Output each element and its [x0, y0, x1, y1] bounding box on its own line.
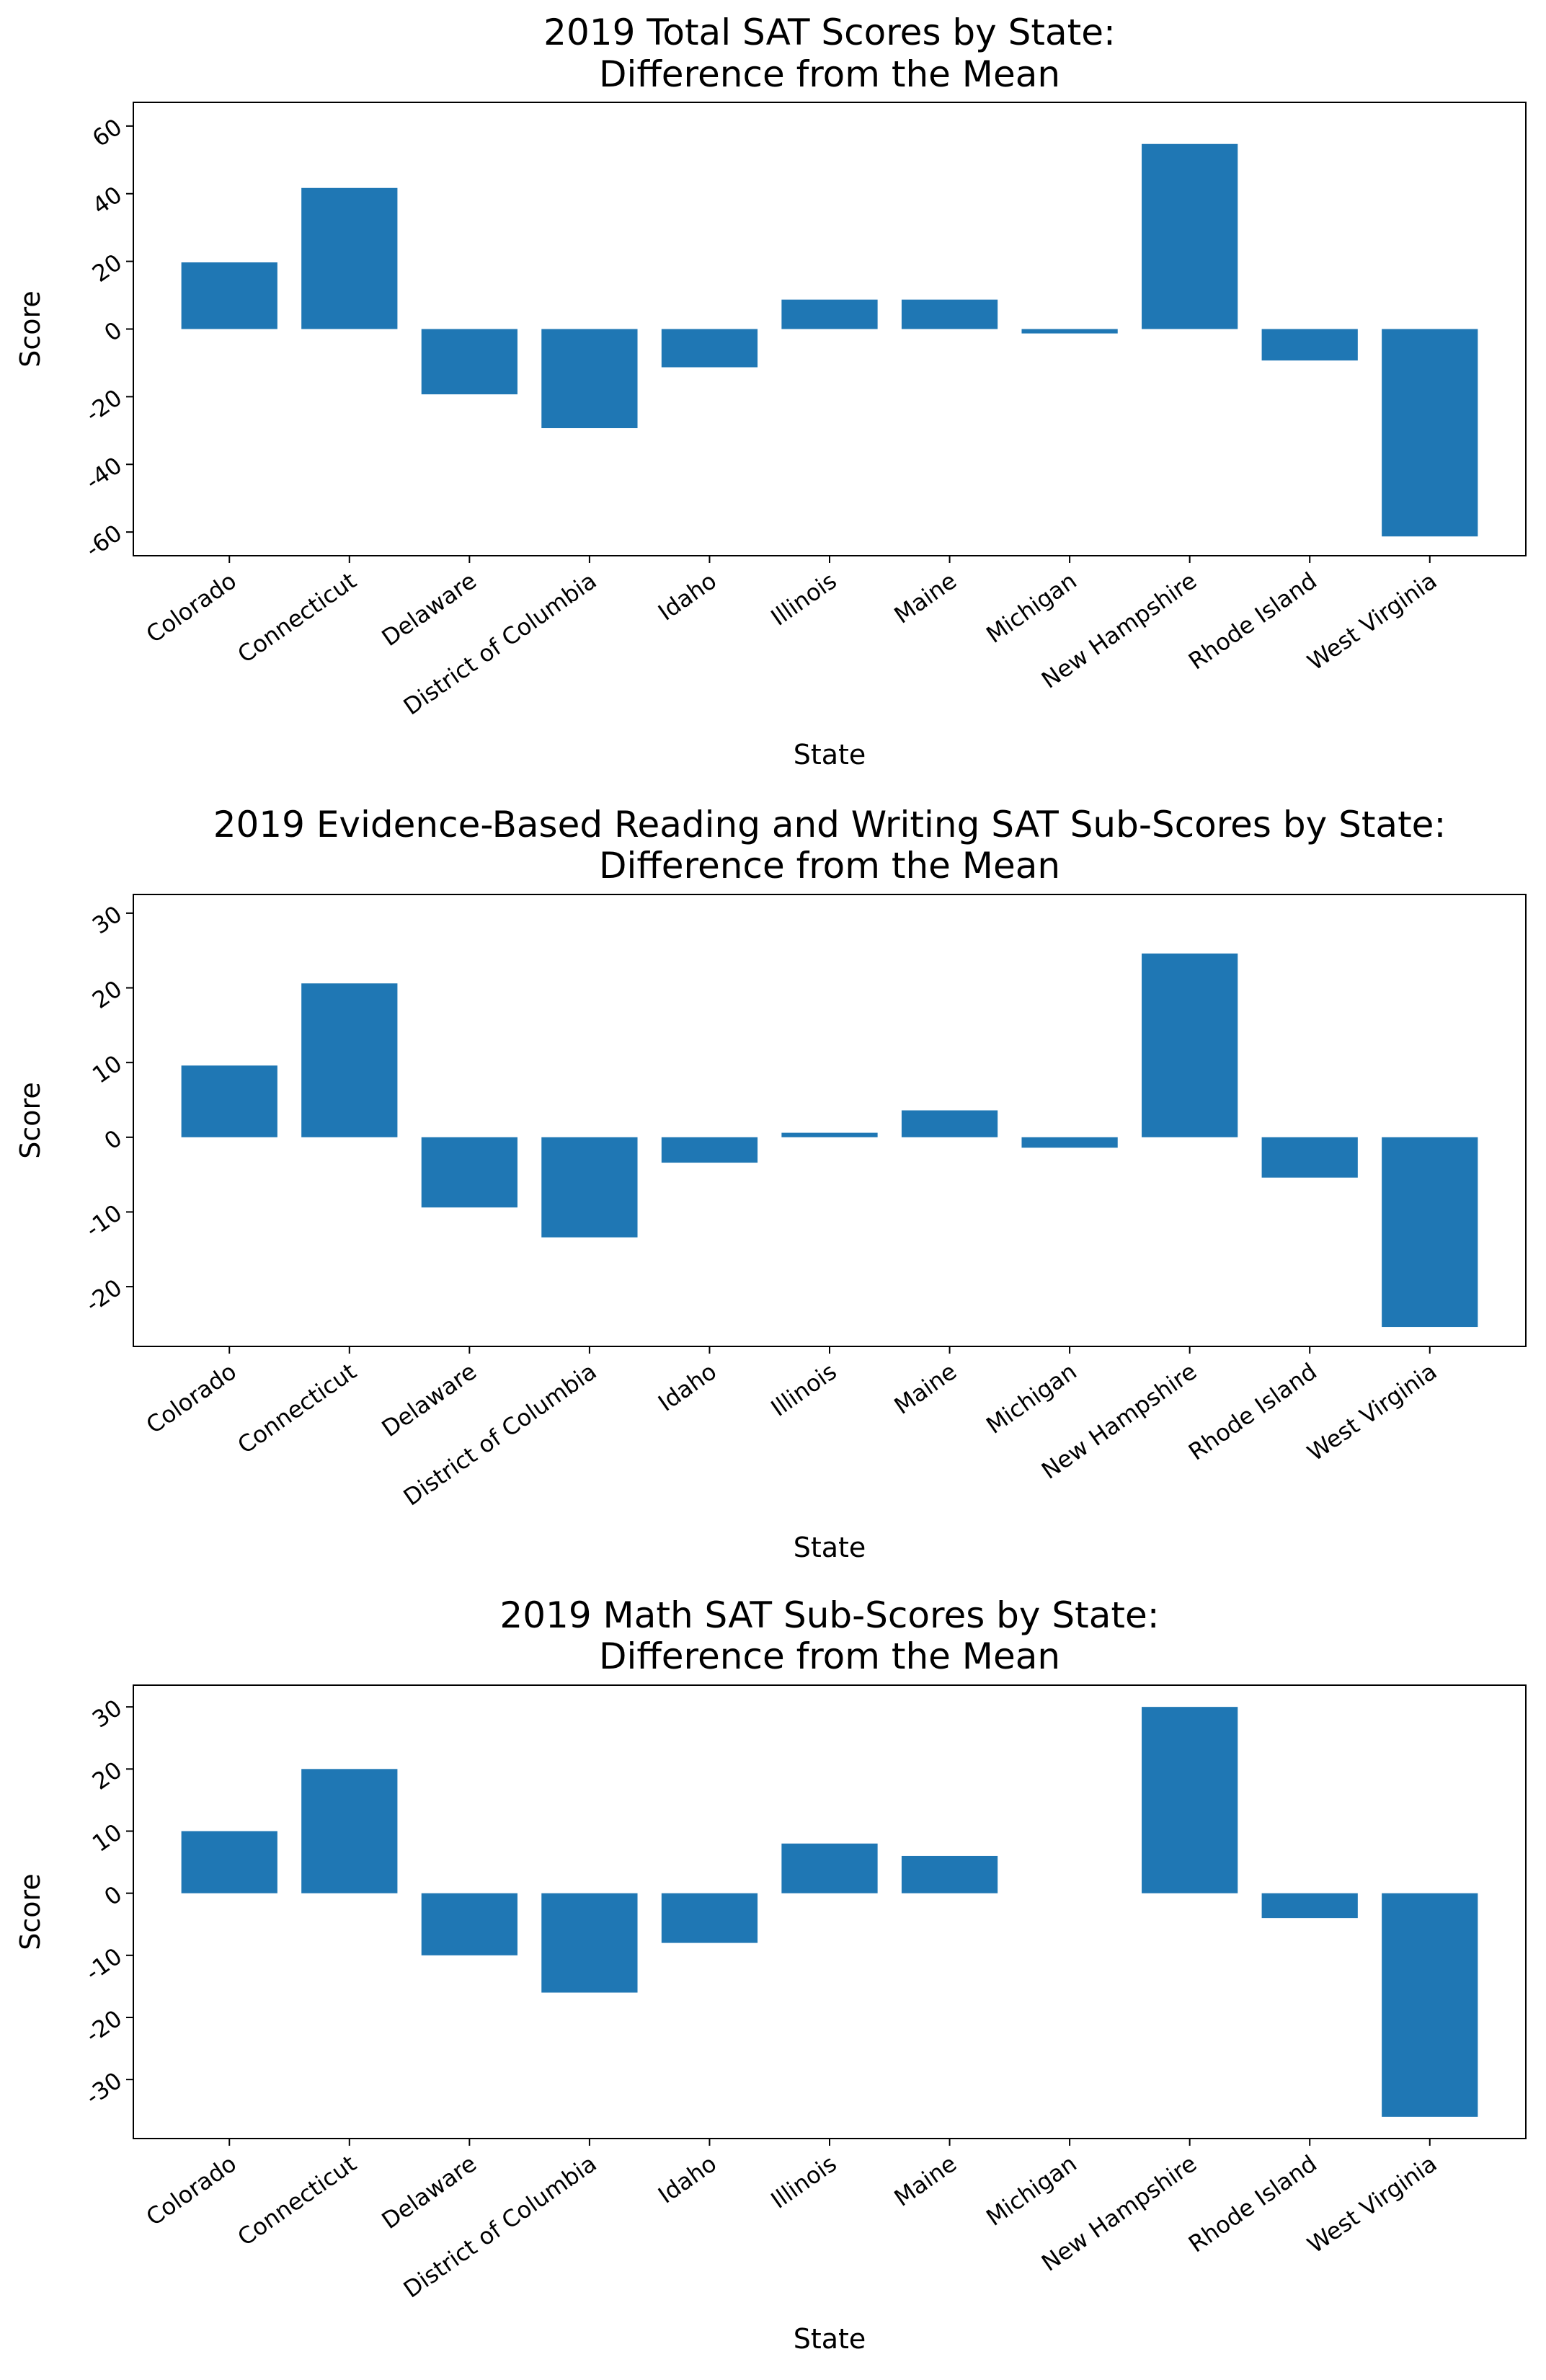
x-tick-label: District of Columbia	[399, 2149, 602, 2303]
y-tick-label: -20	[81, 2004, 128, 2048]
x-tick-label: Idaho	[653, 2149, 721, 2208]
bar-idaho	[661, 329, 758, 368]
x-tick-label: Maine	[889, 1357, 961, 1419]
y-tick-label: -60	[81, 519, 128, 563]
x-axis-label: State	[794, 1532, 866, 1563]
x-tick-label: Delaware	[377, 1357, 481, 1442]
bar-delaware	[421, 329, 517, 395]
x-tick-label: Delaware	[377, 567, 481, 652]
bar-maine	[901, 299, 998, 329]
chart-panel-2: 2019 Evidence-Based Reading and Writing …	[14, 804, 1527, 1563]
y-tick-label: 30	[87, 900, 127, 939]
bar-illinois	[781, 299, 878, 329]
bar-maine	[901, 1855, 998, 1893]
y-tick-label: 20	[87, 249, 127, 288]
x-tick-label: Colorado	[141, 567, 241, 648]
bar-new-hampshire	[1142, 1707, 1238, 1893]
y-axis-label: Score	[14, 1082, 46, 1158]
bar-idaho	[661, 1137, 758, 1163]
y-tick-label: 10	[87, 1049, 127, 1088]
chart-title-line-2: Difference from the Mean	[599, 845, 1060, 887]
x-tick-label: Idaho	[653, 567, 721, 626]
y-tick-label: 10	[87, 1818, 127, 1857]
bar-district-of-columbia	[541, 329, 638, 429]
y-tick-label: 0	[99, 316, 127, 347]
x-tick-label: Maine	[889, 2149, 961, 2211]
y-tick-label: 20	[87, 975, 127, 1014]
x-tick-label: Illinois	[766, 2149, 842, 2214]
bar-connecticut	[301, 983, 398, 1137]
bar-district-of-columbia	[541, 1137, 638, 1238]
x-axis-label: State	[794, 739, 866, 771]
y-tick-label: -30	[81, 2066, 128, 2110]
x-tick-label: District of Columbia	[399, 567, 602, 720]
x-tick-label: Rhode Island	[1183, 2149, 1322, 2257]
bar-illinois	[781, 1132, 878, 1137]
x-axis-label: State	[794, 2323, 866, 2355]
bar-west-virginia	[1382, 1137, 1478, 1328]
bar-district-of-columbia	[541, 1893, 638, 1993]
x-tick-label: Rhode Island	[1183, 567, 1322, 675]
bar-rhode-island	[1261, 1137, 1358, 1178]
chart-title-line-1: 2019 Math SAT Sub-Scores by State:	[499, 1594, 1159, 1636]
x-tick-label: Maine	[889, 567, 961, 629]
bar-maine	[901, 1110, 998, 1137]
x-tick-label: Illinois	[766, 567, 842, 631]
x-tick-label: Michigan	[981, 567, 1081, 648]
x-tick-label: Michigan	[981, 2149, 1081, 2231]
y-axis-label: Score	[14, 290, 46, 367]
chart-title-line-1: 2019 Total SAT Scores by State:	[543, 12, 1116, 53]
x-tick-label: Rhode Island	[1183, 1357, 1322, 1465]
bar-colorado	[181, 262, 277, 329]
bar-west-virginia	[1382, 329, 1478, 537]
bar-connecticut	[301, 1769, 398, 1893]
y-tick-label: -10	[81, 1199, 128, 1243]
bar-rhode-island	[1261, 1893, 1358, 1919]
x-tick-label: West Virginia	[1302, 2149, 1441, 2258]
y-tick-label: 60	[87, 113, 127, 152]
bar-delaware	[421, 1893, 517, 1955]
x-tick-label: Connecticut	[233, 567, 362, 668]
x-tick-label: Delaware	[377, 2149, 481, 2234]
bar-delaware	[421, 1137, 517, 1208]
chart-panel-3: 2019 Math SAT Sub-Scores by State:Differ…	[14, 1594, 1527, 2355]
x-tick-label: District of Columbia	[399, 1357, 602, 1511]
y-tick-label: 30	[87, 1694, 127, 1733]
y-tick-label: 0	[99, 1881, 127, 1911]
bar-colorado	[181, 1065, 277, 1137]
chart-title-line-1: 2019 Evidence-Based Reading and Writing …	[213, 804, 1447, 845]
y-tick-label: 20	[87, 1756, 127, 1795]
y-axis-label: Score	[14, 1873, 46, 1950]
x-tick-label: Connecticut	[233, 2149, 362, 2251]
y-tick-label: -10	[81, 1942, 128, 1986]
y-tick-label: -40	[81, 451, 128, 495]
y-tick-label: 0	[99, 1124, 127, 1155]
bar-michigan	[1021, 329, 1118, 334]
bar-connecticut	[301, 187, 398, 329]
bar-rhode-island	[1261, 329, 1358, 361]
x-tick-label: Idaho	[653, 1357, 721, 1416]
bar-new-hampshire	[1142, 953, 1238, 1137]
x-tick-label: Colorado	[141, 1357, 241, 1439]
y-tick-label: -20	[81, 1274, 128, 1318]
bar-michigan	[1021, 1137, 1118, 1148]
bar-new-hampshire	[1142, 143, 1238, 329]
y-tick-label: -20	[81, 383, 128, 427]
bar-west-virginia	[1382, 1893, 1478, 2117]
x-tick-label: Colorado	[141, 2149, 241, 2231]
y-tick-label: 40	[87, 181, 127, 220]
x-tick-label: West Virginia	[1302, 1357, 1441, 1466]
x-tick-label: Connecticut	[233, 1357, 362, 1459]
bar-colorado	[181, 1831, 277, 1893]
bar-idaho	[661, 1893, 758, 1943]
chart-title-line-2: Difference from the Mean	[599, 53, 1060, 95]
x-tick-label: Illinois	[766, 1357, 842, 1421]
chart-panel-1: 2019 Total SAT Scores by State:Differenc…	[14, 12, 1527, 771]
x-tick-label: Michigan	[981, 1357, 1081, 1439]
x-tick-label: West Virginia	[1302, 567, 1441, 675]
chart-title-line-2: Difference from the Mean	[599, 1635, 1060, 1677]
bar-illinois	[781, 1843, 878, 1893]
